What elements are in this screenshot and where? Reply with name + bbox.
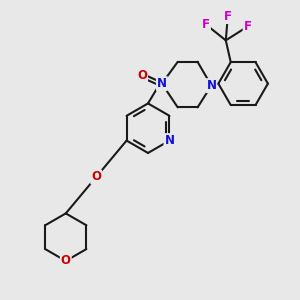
Text: O: O (137, 69, 147, 82)
Text: F: F (224, 10, 232, 23)
Text: F: F (202, 18, 210, 31)
Text: N: N (164, 134, 175, 147)
Text: O: O (91, 170, 101, 184)
Text: F: F (244, 20, 252, 33)
Text: O: O (61, 254, 71, 268)
Text: N: N (206, 79, 216, 92)
Text: N: N (157, 77, 167, 90)
